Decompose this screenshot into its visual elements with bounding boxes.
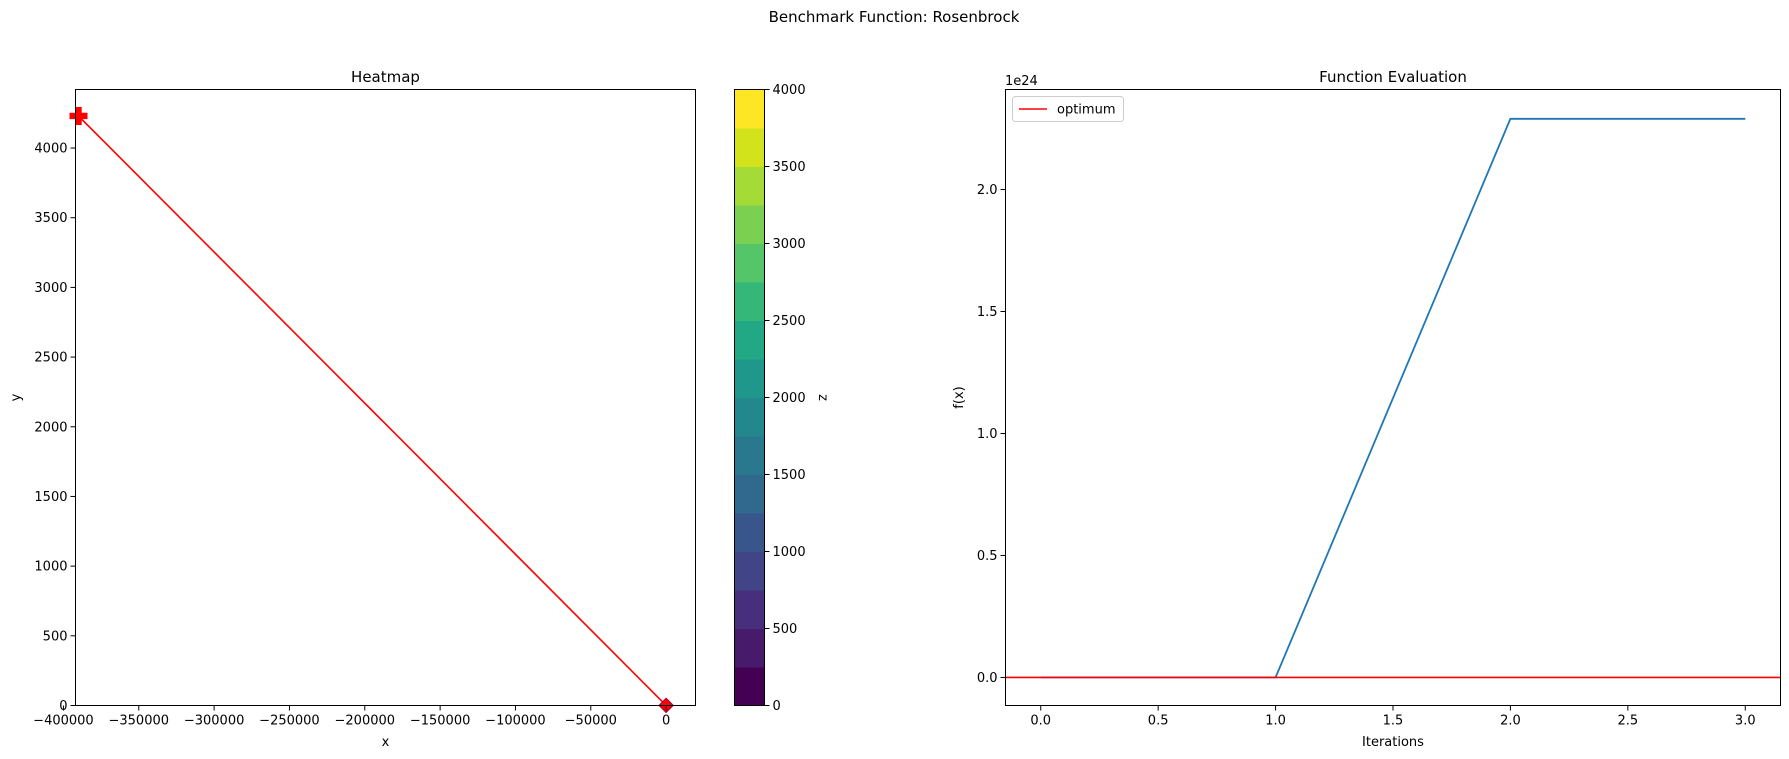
colorbar-tick-label: 0 bbox=[773, 699, 781, 714]
colorbar-band bbox=[734, 205, 765, 244]
heatmap-y-tick-label: 3000 bbox=[34, 281, 67, 296]
heatmap-y-axis-label: y bbox=[9, 393, 24, 401]
colorbar-band bbox=[734, 628, 765, 668]
heatmap-panel: −400000 −350000 −300000 −250000 −200000 −1500… bbox=[9, 68, 696, 750]
evaluation-y-axis-label: f(x) bbox=[952, 386, 967, 408]
evaluation-legend: optimum bbox=[1012, 96, 1124, 122]
colorbar-ticks: 0 500 1000 1500 2000 2500 3000 3500 4000 bbox=[764, 83, 806, 714]
heatmap-y-tick-label: 2000 bbox=[34, 420, 67, 435]
heatmap-title: Heatmap bbox=[351, 68, 420, 86]
heatmap-x-tick-label: −400000 bbox=[33, 714, 94, 729]
colorbar-tick-label: 1000 bbox=[773, 545, 806, 560]
colorbar-tick-label: 500 bbox=[773, 622, 798, 637]
heatmap-x-axis-label: x bbox=[382, 735, 390, 750]
colorbar: 0 500 1000 1500 2000 2500 3000 3500 4000 z bbox=[734, 83, 830, 714]
colorbar-band bbox=[734, 89, 765, 129]
heatmap-start-marker bbox=[69, 106, 88, 125]
colorbar-band bbox=[734, 590, 765, 629]
evaluation-y-tick-label: 0.5 bbox=[977, 549, 998, 564]
colorbar-band bbox=[734, 243, 765, 283]
evaluation-x-tick-label: 0.0 bbox=[1030, 714, 1051, 729]
evaluation-y-ticks: 0.0 0.5 1.0 1.5 2.0 bbox=[977, 183, 1006, 686]
colorbar-band bbox=[734, 166, 765, 206]
heatmap-y-tick-label: 2500 bbox=[34, 351, 67, 366]
heatmap-x-ticks: −400000 −350000 −300000 −250000 −200000 −1500… bbox=[33, 705, 670, 729]
colorbar-band bbox=[734, 128, 765, 167]
colorbar-band bbox=[734, 359, 765, 398]
colorbar-band bbox=[734, 397, 765, 437]
colorbar-band bbox=[734, 282, 765, 321]
figure-suptitle: Benchmark Function: Rosenbrock bbox=[769, 8, 1020, 26]
colorbar-band bbox=[734, 513, 765, 552]
heatmap-x-tick-label: 0 bbox=[662, 714, 670, 729]
heatmap-y-tick-label: 3500 bbox=[34, 211, 67, 226]
colorbar-band bbox=[734, 551, 765, 591]
evaluation-title: Function Evaluation bbox=[1319, 68, 1467, 86]
colorbar-band bbox=[734, 474, 765, 514]
heatmap-path-line bbox=[77, 115, 667, 706]
legend-frame bbox=[1012, 96, 1124, 122]
colorbar-label: z bbox=[815, 394, 830, 401]
heatmap-x-tick-label: −50000 bbox=[565, 714, 617, 729]
heatmap-x-tick-label: −150000 bbox=[410, 714, 471, 729]
evaluation-y-tick-label: 0.0 bbox=[977, 671, 998, 686]
evaluation-y-tick-label: 1.5 bbox=[977, 305, 998, 320]
evaluation-offset-text: 1e24 bbox=[1005, 74, 1038, 89]
heatmap-axes-frame bbox=[75, 89, 696, 706]
heatmap-y-tick-label: 4000 bbox=[34, 142, 67, 157]
colorbar-tick-label: 1500 bbox=[773, 468, 806, 483]
colorbar-tick-label: 4000 bbox=[773, 83, 806, 98]
evaluation-x-tick-label: 1.0 bbox=[1265, 714, 1286, 729]
heatmap-x-tick-label: −250000 bbox=[259, 714, 320, 729]
colorbar-tick-label: 2000 bbox=[773, 391, 806, 406]
heatmap-y-tick-label: 1500 bbox=[34, 490, 67, 505]
colorbar-band bbox=[734, 320, 765, 360]
heatmap-y-tick-label: 1000 bbox=[34, 560, 67, 575]
colorbar-tick-label: 2500 bbox=[773, 314, 806, 329]
heatmap-x-tick-label: −200000 bbox=[335, 714, 396, 729]
heatmap-x-tick-label: −350000 bbox=[109, 714, 170, 729]
colorbar-band bbox=[734, 667, 765, 706]
evaluation-x-tick-label: 0.5 bbox=[1148, 714, 1169, 729]
evaluation-x-tick-label: 1.5 bbox=[1383, 714, 1404, 729]
evaluation-x-ticks: 0.0 0.5 1.0 1.5 2.0 2.5 3.0 bbox=[1030, 705, 1756, 729]
evaluation-x-tick-label: 2.0 bbox=[1500, 714, 1521, 729]
evaluation-panel: 0.0 0.5 1.0 1.5 2.0 2.5 3.0 0.0 0.5 1.0 1.5 2.0 1e… bbox=[952, 68, 1781, 750]
colorbar-tick-label: 3500 bbox=[773, 160, 806, 175]
heatmap-x-tick-label: −100000 bbox=[485, 714, 546, 729]
heatmap-y-tick-label: 0 bbox=[59, 699, 67, 714]
evaluation-x-tick-label: 2.5 bbox=[1618, 714, 1639, 729]
colorbar-band bbox=[734, 436, 765, 475]
evaluation-y-tick-label: 2.0 bbox=[977, 183, 998, 198]
colorbar-bands bbox=[734, 89, 765, 706]
evaluation-y-tick-label: 1.0 bbox=[977, 427, 998, 442]
colorbar-tick-label: 3000 bbox=[773, 237, 806, 252]
legend-optimum-label: optimum bbox=[1057, 103, 1115, 118]
heatmap-axes-background bbox=[75, 89, 696, 706]
evaluation-x-axis-label: Iterations bbox=[1362, 735, 1424, 750]
heatmap-y-tick-label: 500 bbox=[43, 629, 68, 644]
evaluation-lines-layer bbox=[1005, 117, 1781, 679]
evaluation-x-tick-label: 3.0 bbox=[1735, 714, 1756, 729]
heatmap-y-ticks: 0 500 1000 1500 2000 2500 3000 3500 4000 bbox=[34, 142, 76, 714]
heatmap-x-tick-label: −300000 bbox=[184, 714, 245, 729]
